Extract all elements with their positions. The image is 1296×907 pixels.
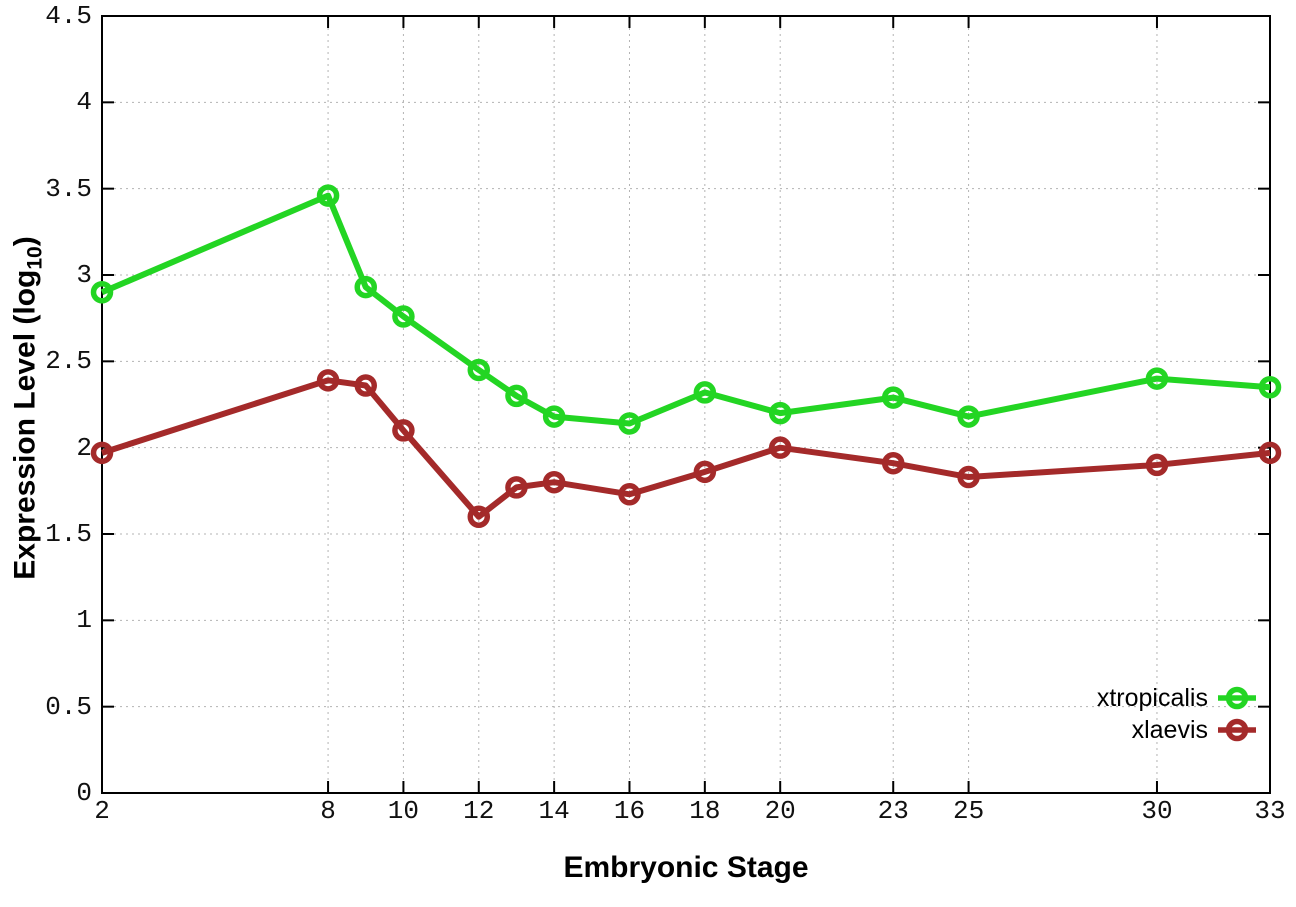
data-point-xtropicalis (1145, 367, 1169, 390)
y-tick-label-1: 1 (76, 605, 92, 636)
y-tick-label-3.5: 3.5 (45, 173, 92, 204)
legend-marker-icon (1218, 718, 1256, 742)
y-axis-title: Expression Level (log10) (9, 236, 48, 579)
data-point-xlaevis (354, 374, 377, 397)
x-tick-label-12: 12 (463, 796, 495, 826)
x-tick-label-2: 2 (94, 796, 110, 826)
x-axis-title: Embryonic Stage (563, 851, 809, 884)
y-axis-title-close: ) (8, 236, 42, 247)
y-tick-label-2: 2 (76, 432, 92, 463)
data-point-xlaevis (768, 436, 792, 459)
x-tick-label-33: 33 (1254, 796, 1286, 826)
y-tick-label-2.5: 2.5 (45, 346, 92, 377)
x-tick-label-10: 10 (387, 796, 420, 826)
data-point-xlaevis (316, 369, 340, 392)
data-point-xlaevis (505, 476, 528, 499)
data-point-xlaevis (881, 451, 905, 475)
y-axis-title-text: Expression Level (log (8, 269, 42, 580)
data-point-xlaevis (542, 470, 566, 494)
data-point-xlaevis (467, 505, 491, 528)
plot-border (101, 15, 1271, 794)
data-point-xlaevis (618, 483, 641, 506)
y-tick-label-1.5: 1.5 (45, 519, 92, 549)
data-point-xtropicalis (354, 275, 377, 299)
data-point-xtropicalis (505, 384, 528, 408)
x-tick-label-25: 25 (952, 796, 985, 826)
data-point-xlaevis (693, 460, 717, 484)
legend-marker-icon (1218, 686, 1256, 710)
legend-label: xlaevis (1131, 715, 1208, 744)
x-tick-label-14: 14 (538, 796, 570, 826)
y-tick-label-4: 4 (76, 87, 92, 118)
data-point-xlaevis (1258, 441, 1282, 465)
legend-item-xlaevis: xlaevis (1132, 714, 1256, 746)
y-tick-label-0: 0 (76, 778, 92, 808)
x-tick-label-18: 18 (689, 796, 721, 826)
data-point-xtropicalis (881, 386, 905, 409)
legend: xtropicalis xlaevis (1097, 682, 1256, 746)
series-line-xtropicalis (100, 192, 1271, 427)
data-point-xtropicalis (467, 358, 491, 382)
legend-label: xtropicalis (1096, 683, 1208, 712)
y-tick-label-3: 3 (76, 260, 92, 290)
x-tick-label-16: 16 (613, 796, 646, 826)
data-point-xtropicalis (392, 305, 415, 328)
data-point-xtropicalis (618, 412, 641, 435)
data-point-xtropicalis (693, 381, 717, 404)
data-point-xtropicalis (542, 405, 566, 428)
x-tick-label-8: 8 (320, 796, 336, 826)
y-axis-title-subscript: 10 (23, 246, 47, 270)
y-tick-label-0.5: 0.5 (45, 691, 92, 722)
y-tick-label-4.5: 4.5 (45, 1, 92, 31)
data-point-xlaevis (392, 419, 415, 442)
x-tick-label-23: 23 (877, 796, 909, 826)
data-point-xlaevis (1145, 453, 1169, 477)
x-tick-label-30: 30 (1141, 796, 1173, 826)
data-point-xlaevis (90, 441, 114, 465)
data-point-xtropicalis (316, 184, 340, 207)
legend-item-xtropicalis: xtropicalis (1097, 682, 1256, 714)
data-point-xlaevis (957, 465, 980, 489)
data-point-xtropicalis (1258, 375, 1282, 399)
data-point-xtropicalis (90, 281, 114, 304)
data-point-xtropicalis (768, 401, 792, 425)
data-point-xtropicalis (957, 405, 980, 428)
x-tick-label-20: 20 (764, 796, 796, 826)
